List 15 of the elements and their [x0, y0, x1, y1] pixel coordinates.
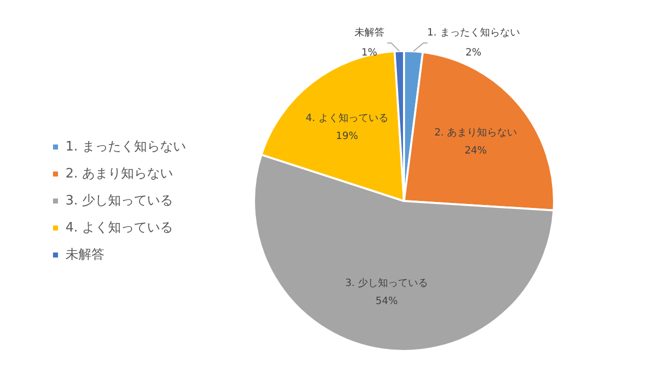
data-label: 1% — [361, 48, 378, 59]
slice-label: 3. 少し知っている — [345, 276, 428, 289]
legend-label: 4. よく知っている — [66, 220, 174, 236]
legend-label: 3. 少し知っている — [66, 193, 174, 208]
data-label: 2% — [466, 48, 482, 59]
slice-label: 4. よく知っている — [306, 112, 388, 124]
legend-label: 未解答 — [66, 247, 104, 262]
data-label: 19% — [336, 131, 358, 142]
slice-label: 1. まったく知らない — [427, 26, 520, 39]
legend-label: 1. まったく知らない — [66, 139, 186, 154]
data-label: 54% — [375, 296, 398, 307]
legend-label: 2. あまり知らない — [66, 166, 174, 182]
slice-label: 2. あまり知らない — [434, 126, 518, 138]
data-label: 24% — [464, 145, 487, 156]
slice-label: 未解答 — [354, 26, 384, 39]
